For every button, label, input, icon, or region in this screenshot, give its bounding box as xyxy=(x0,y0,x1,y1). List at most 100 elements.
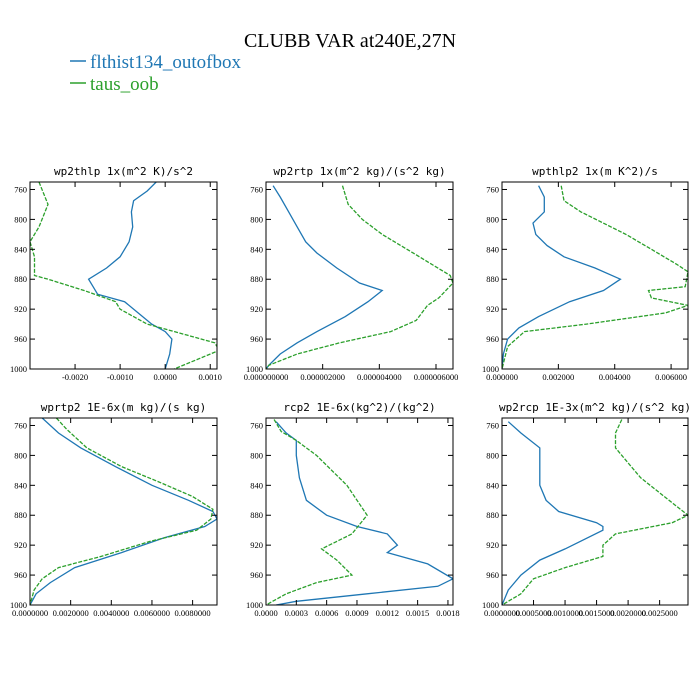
x-tick-label: -0.0010 xyxy=(107,372,133,382)
series-line-taus-oob xyxy=(30,418,214,605)
x-tick-label: 0.0025000 xyxy=(642,608,678,618)
y-tick-label: 840 xyxy=(486,244,499,254)
plot-frame xyxy=(265,417,454,606)
y-tick-label: 760 xyxy=(250,184,263,194)
y-tick-label: 1000 xyxy=(10,600,27,610)
x-tick-label: 0.0040000 xyxy=(93,608,129,618)
panel-title: wpthlp2 1x(m K^2)/s xyxy=(532,165,658,178)
plot-frame xyxy=(29,417,218,606)
x-tick-label: 0.0000 xyxy=(153,372,176,382)
y-tick-label: 1000 xyxy=(10,364,27,374)
x-tick-label: 0.000000 xyxy=(486,372,518,382)
y-tick-label: 760 xyxy=(486,184,499,194)
y-tick-label: 880 xyxy=(486,510,499,520)
y-tick-label: 880 xyxy=(14,510,27,520)
y-tick-label: 1000 xyxy=(246,364,263,374)
y-tick-label: 880 xyxy=(250,274,263,284)
panel-title: wp2rcp 1E-3x(m^2 kg)/(s^2 kg) xyxy=(499,401,691,414)
y-tick-label: 960 xyxy=(486,334,499,344)
x-tick-label: 0.0018 xyxy=(436,608,459,618)
panel-2: wp2rtp 1x(m^2 kg)/(s^2 kg) 760 800 840 880 92… xyxy=(244,165,459,382)
panel-3: wpthlp2 1x(m K^2)/s 760 800 840 880 920 960 100… xyxy=(482,165,689,382)
series-line-flthist134 xyxy=(275,421,453,605)
y-tick-label: 840 xyxy=(486,480,499,490)
y-tick-label: 760 xyxy=(250,420,263,430)
y-tick-label: 920 xyxy=(250,304,263,314)
series-line-taus-oob xyxy=(30,182,217,369)
y-tick-label: 1000 xyxy=(482,600,499,610)
legend: flthist134_outofbox taus_oob xyxy=(70,52,241,95)
y-tick-label: 960 xyxy=(14,334,27,344)
series-line-flthist134 xyxy=(502,185,622,369)
y-tick-label: 800 xyxy=(14,450,27,460)
plot-frame xyxy=(29,181,218,370)
y-tick-label: 760 xyxy=(14,184,27,194)
y-tick-label: 920 xyxy=(250,540,263,550)
y-tick-label: 920 xyxy=(14,304,27,314)
panel-4: wprtp2 1E-6x(m kg)/(s kg) 760 800 840 880 920… xyxy=(10,401,218,618)
y-tick-label: 960 xyxy=(14,570,27,580)
x-tick-label: 0.0000000 xyxy=(484,608,520,618)
y-tick-label: 840 xyxy=(14,480,27,490)
y-tick-label: 1000 xyxy=(482,364,499,374)
x-tick-label: 0.0080000 xyxy=(175,608,211,618)
x-tick-label: 0.0020000 xyxy=(610,608,646,618)
panel-title: rcp2 1E-6x(kg^2)/(kg^2) xyxy=(283,401,435,414)
x-tick-label: 0.000004000 xyxy=(357,372,402,382)
y-tick-label: 920 xyxy=(486,540,499,550)
y-tick-label: 960 xyxy=(250,570,263,580)
plot-frame xyxy=(501,181,689,370)
panel-title: wp2rtp 1x(m^2 kg)/(s^2 kg) xyxy=(273,165,445,178)
y-tick-label: 800 xyxy=(486,450,499,460)
x-tick-label: 0.0006 xyxy=(315,608,338,618)
y-tick-label: 800 xyxy=(250,214,263,224)
x-tick-label: 0.0012 xyxy=(376,608,399,618)
x-tick-label: 0.000006000 xyxy=(414,372,459,382)
x-tick-label: 0.000000000 xyxy=(244,372,289,382)
y-tick-label: 880 xyxy=(486,274,499,284)
x-tick-label: 0.0009 xyxy=(345,608,368,618)
y-tick-label: 800 xyxy=(486,214,499,224)
y-tick-label: 800 xyxy=(250,450,263,460)
x-tick-label: 0.0015 xyxy=(406,608,429,618)
x-tick-label: 0.0000 xyxy=(254,608,277,618)
y-tick-label: 760 xyxy=(486,420,499,430)
panel-5: rcp2 1E-6x(kg^2)/(kg^2) 760 800 840 880 920 96… xyxy=(246,401,460,618)
x-tick-label: 0.0003 xyxy=(285,608,308,618)
x-tick-label: 0.0060000 xyxy=(134,608,170,618)
y-tick-label: 800 xyxy=(14,214,27,224)
plot-frame xyxy=(265,181,454,370)
series-line-taus-oob xyxy=(502,185,688,369)
x-tick-label: 0.0000000 xyxy=(12,608,48,618)
series-line-flthist134 xyxy=(502,421,604,605)
y-tick-label: 1000 xyxy=(246,600,263,610)
y-tick-label: 920 xyxy=(486,304,499,314)
y-tick-label: 960 xyxy=(250,334,263,344)
panel-1: wp2thlp 1x(m^2 K)/s^2 760 800 840 880 920 960 1… xyxy=(10,165,222,382)
x-tick-label: 0.0005000 xyxy=(515,608,551,618)
series-line-taus-oob xyxy=(502,419,688,605)
panel-title: wp2thlp 1x(m^2 K)/s^2 xyxy=(54,165,193,178)
plot-frame xyxy=(501,417,689,606)
x-tick-label: 0.0010 xyxy=(199,372,222,382)
panel-title: wprtp2 1E-6x(m kg)/(s kg) xyxy=(41,401,207,414)
y-tick-label: 840 xyxy=(250,244,263,254)
series-line-flthist134 xyxy=(30,418,217,605)
y-tick-label: 880 xyxy=(250,510,263,520)
series-line-flthist134 xyxy=(266,185,384,369)
y-tick-label: 920 xyxy=(14,540,27,550)
x-tick-label: 0.002000 xyxy=(542,372,574,382)
x-tick-label: 0.006000 xyxy=(655,372,687,382)
x-tick-label: 0.0010000 xyxy=(547,608,583,618)
y-tick-label: 880 xyxy=(14,274,27,284)
x-tick-label: -0.0020 xyxy=(62,372,88,382)
series-line-flthist134 xyxy=(87,182,173,369)
panel-6: wp2rcp 1E-3x(m^2 kg)/(s^2 kg)760 800 840 88… xyxy=(482,401,691,618)
x-tick-label: 0.000002000 xyxy=(300,372,345,382)
legend-label-taus-oob: taus_oob xyxy=(90,74,159,95)
x-tick-label: 0.0015000 xyxy=(579,608,615,618)
x-tick-label: 0.004000 xyxy=(599,372,631,382)
y-tick-label: 840 xyxy=(14,244,27,254)
legend-label-flthist134: flthist134_outofbox xyxy=(90,52,241,73)
